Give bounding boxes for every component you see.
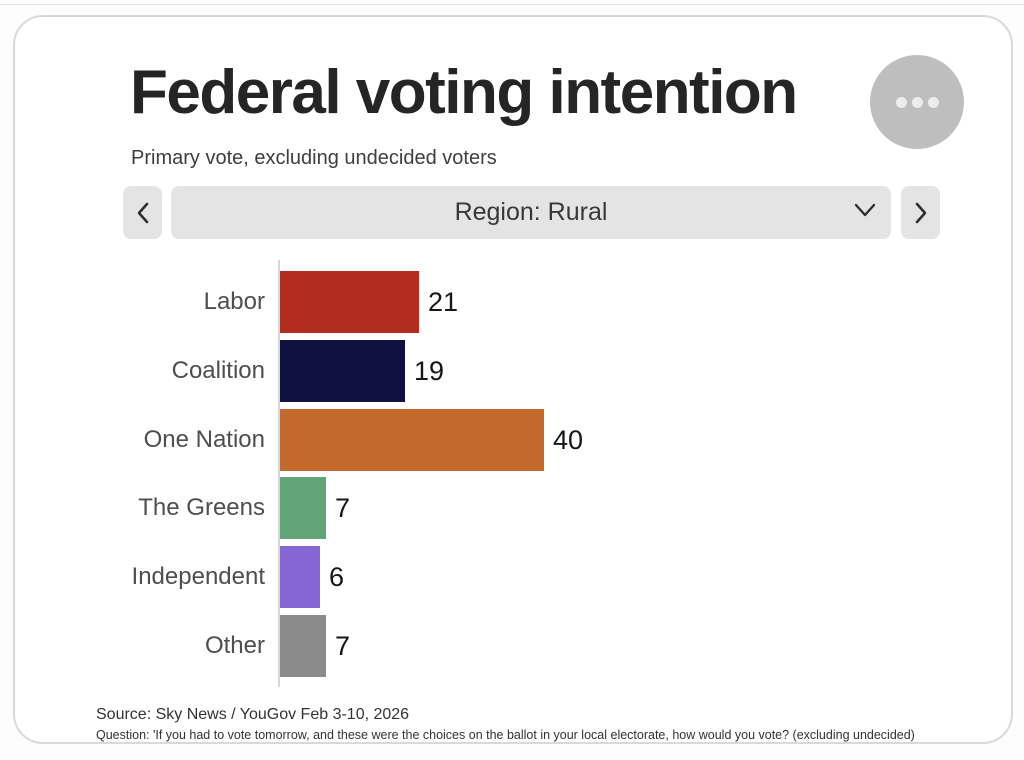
- more-options-icon: [895, 96, 907, 108]
- region-select[interactable]: Region: Rural: [171, 186, 891, 239]
- bar-row: One Nation 40: [15, 409, 1024, 471]
- source-note: Source: Sky News / YouGov Feb 3-10, 2026: [96, 706, 410, 723]
- chevron-left-icon: [137, 202, 148, 223]
- value-label: 40: [553, 425, 584, 455]
- bar-row: Labor 21: [15, 271, 1024, 333]
- chart-card: Federal voting intention Primary vote, e…: [13, 15, 1013, 744]
- next-region-button[interactable]: [901, 186, 940, 239]
- more-options-button[interactable]: [870, 55, 964, 149]
- bar-row: Independent 6: [15, 546, 1024, 608]
- value-label: 7: [335, 631, 351, 661]
- category-label: Labor: [203, 288, 265, 315]
- bar: [280, 477, 326, 539]
- chart-subtitle: Primary vote, excluding undecided voters: [131, 147, 497, 169]
- value-label: 6: [329, 562, 345, 592]
- bar-row: Other 7: [15, 615, 1024, 677]
- bar: [280, 409, 544, 471]
- category-label: Coalition: [171, 357, 265, 384]
- bar: [280, 546, 320, 608]
- question-note: Question: 'If you had to vote tomorrow, …: [96, 728, 915, 742]
- region-select-value: Region: Rural: [454, 198, 608, 226]
- value-label: 21: [428, 287, 459, 317]
- more-options-icon: [927, 96, 939, 108]
- bar: [280, 615, 326, 677]
- page-top-divider: [0, 4, 1024, 5]
- category-label: Independent: [131, 563, 265, 590]
- bar-chart: Labor 21 Coalition 19 One Nation 40 The Greens…: [15, 271, 1024, 691]
- bar: [280, 271, 419, 333]
- bar-row: The Greens 7: [15, 477, 1024, 539]
- more-options-icon: [911, 96, 923, 108]
- page-title: Federal voting intention: [130, 58, 798, 127]
- previous-region-button[interactable]: [123, 186, 162, 239]
- chevron-right-icon: [915, 202, 926, 223]
- chart-axis-line: [278, 260, 280, 687]
- value-label: 7: [335, 493, 351, 523]
- bar: [280, 340, 405, 402]
- chevron-down-icon: [854, 203, 876, 217]
- category-label: One Nation: [143, 426, 265, 453]
- category-label: Other: [204, 632, 265, 659]
- bar-row: Coalition 19: [15, 340, 1024, 402]
- value-label: 19: [414, 356, 445, 386]
- category-label: The Greens: [138, 494, 265, 521]
